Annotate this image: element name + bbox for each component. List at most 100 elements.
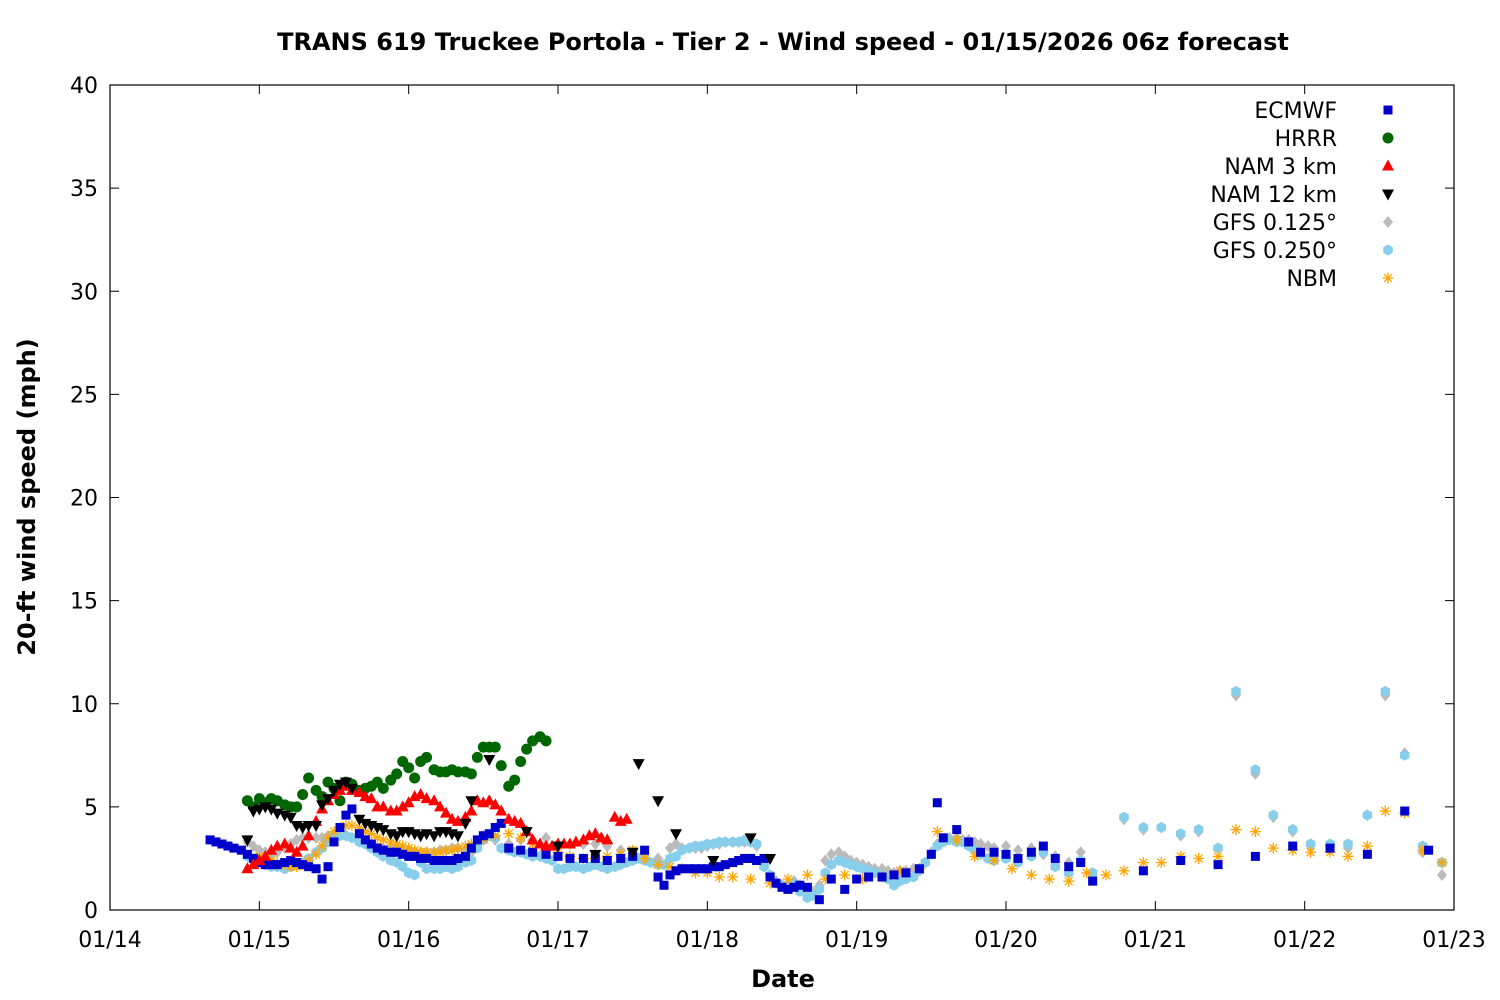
data-point	[211, 837, 221, 847]
data-point	[354, 829, 364, 839]
data-point	[392, 847, 402, 857]
data-point	[571, 861, 581, 873]
data-point	[1362, 849, 1372, 859]
data-point	[259, 849, 272, 861]
data-point	[1362, 809, 1373, 821]
data-point	[1063, 875, 1075, 887]
data-point	[826, 848, 837, 861]
data-point	[840, 884, 850, 894]
data-point	[265, 843, 278, 855]
data-point	[988, 855, 1000, 866]
legend-label: NAM 3 km	[1224, 155, 1337, 180]
data-point	[839, 869, 851, 881]
x-tick-label: 01/19	[825, 928, 888, 953]
data-point	[653, 872, 663, 882]
data-point	[465, 804, 478, 816]
series-nam-3-km	[241, 779, 633, 874]
data-point	[1250, 851, 1260, 861]
data-point	[1156, 822, 1167, 833]
data-point	[1361, 840, 1373, 852]
data-point	[253, 854, 266, 865]
data-point	[553, 851, 563, 861]
data-point	[1025, 869, 1037, 881]
data-point	[901, 868, 911, 878]
legend-label: GFS 0.125°	[1213, 211, 1337, 236]
data-point	[608, 810, 621, 822]
data-point	[335, 823, 345, 832]
data-point	[328, 826, 340, 838]
data-point	[297, 789, 309, 800]
data-point	[328, 785, 340, 797]
data-point	[241, 835, 254, 847]
data-point	[702, 864, 712, 874]
data-point	[1267, 842, 1279, 854]
data-point	[386, 847, 396, 857]
data-point	[1379, 805, 1391, 817]
data-point	[728, 858, 738, 868]
data-point	[447, 856, 457, 865]
data-point	[826, 859, 837, 871]
y-tick-label: 25	[70, 383, 98, 408]
data-point	[552, 841, 564, 853]
data-point	[495, 760, 507, 772]
data-point	[372, 843, 382, 853]
data-point	[316, 840, 328, 852]
y-tick-label: 30	[70, 280, 98, 305]
data-point	[404, 851, 414, 861]
y-tick-label: 0	[84, 899, 98, 924]
data-point	[465, 796, 478, 808]
plot-frame	[109, 84, 1455, 911]
x-tick-label: 01/23	[1422, 928, 1485, 953]
data-point	[1212, 850, 1224, 862]
data-point	[478, 831, 488, 841]
data-point	[390, 804, 403, 816]
data-point	[782, 873, 794, 885]
data-point	[877, 872, 887, 882]
data-point	[665, 870, 675, 880]
data-point	[329, 837, 339, 847]
data-point	[451, 831, 464, 843]
data-point	[671, 850, 681, 862]
data-point	[520, 827, 533, 839]
data-point	[1213, 860, 1223, 870]
data-point	[751, 838, 762, 850]
data-point	[1118, 865, 1130, 877]
data-point	[1006, 863, 1018, 875]
data-point	[626, 847, 639, 859]
data-point	[639, 852, 651, 864]
series-nbm	[253, 805, 1448, 889]
data-point	[989, 847, 999, 857]
data-point	[578, 853, 588, 863]
x-axis-label: Date	[751, 965, 815, 993]
data-point	[341, 810, 351, 820]
data-point	[466, 843, 476, 853]
data-point	[434, 800, 447, 812]
data-point	[752, 856, 762, 865]
legend-label: NAM 12 km	[1210, 183, 1337, 208]
data-point	[496, 842, 507, 854]
data-point	[740, 853, 750, 863]
data-point	[516, 845, 526, 855]
legend-marker	[1383, 244, 1393, 256]
data-point	[303, 772, 315, 784]
y-tick-label: 20	[70, 487, 98, 512]
data-point	[1231, 685, 1241, 697]
data-point	[541, 849, 551, 859]
data-point	[1380, 685, 1391, 697]
data-point	[459, 818, 472, 830]
data-point	[1043, 873, 1055, 885]
data-point	[677, 864, 687, 874]
data-point	[391, 768, 403, 780]
data-point	[589, 827, 602, 839]
axis-ticks: 0 5 10 15 20 25 30 35 40 01/14 01/15 01/16 01/17 01/1…	[70, 74, 1486, 953]
data-point	[440, 806, 452, 818]
series-hrrr	[241, 731, 552, 813]
data-point	[452, 842, 464, 854]
data-point	[403, 762, 415, 774]
data-point	[465, 768, 477, 780]
data-point	[1176, 856, 1186, 865]
data-point	[503, 828, 515, 840]
data-point	[1175, 828, 1186, 840]
data-point	[1343, 838, 1353, 850]
data-point	[1250, 764, 1261, 776]
